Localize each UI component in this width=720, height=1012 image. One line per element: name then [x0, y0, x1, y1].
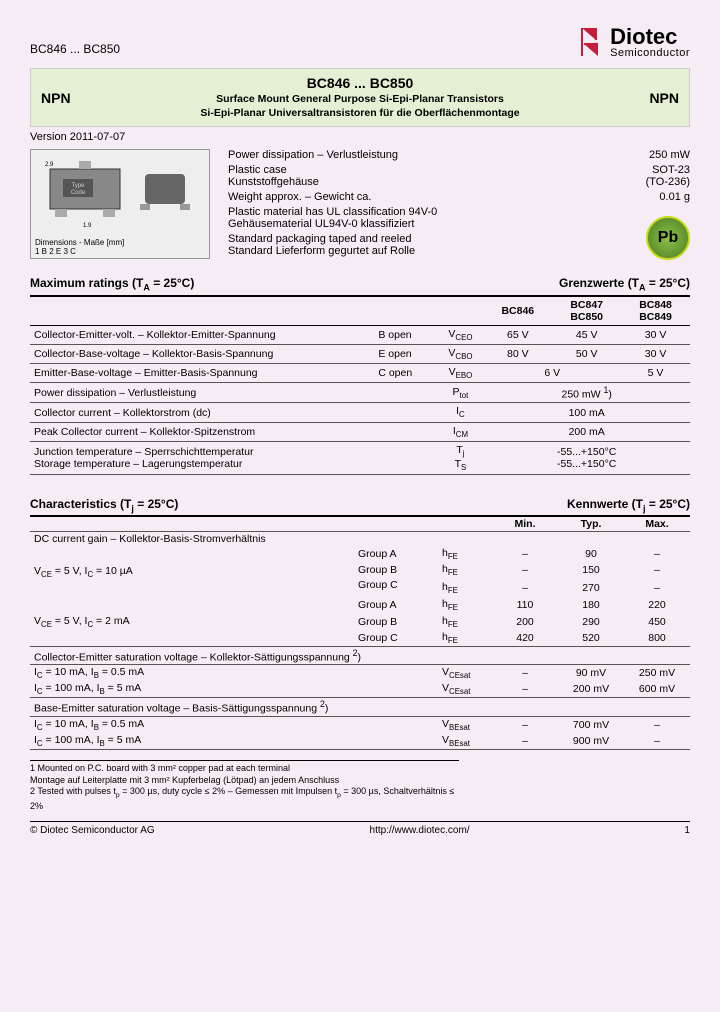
table-row: VCE = 5 V, IC = 2 mAGroup AhFE110180220 [30, 597, 690, 613]
col-bc847: BC847BC850 [552, 297, 621, 326]
dc-gain-label: DC current gain – Kollektor-Basis-Stromv… [30, 532, 690, 547]
table-row: IC = 100 mA, IB = 5 mAVCEsat–200 mV600 m… [30, 681, 690, 698]
footer-l: © Diotec Semiconductor AG [30, 825, 155, 836]
table-row: Peak Collector current – Kollektor-Spitz… [30, 422, 690, 441]
table-row: IC = 10 mA, IB = 0.5 mAVBEsat–700 mV– [30, 716, 690, 733]
ce-sat-label: Collector-Emitter saturation voltage – K… [30, 646, 690, 665]
footer-r: 1 [684, 825, 690, 836]
spec-row: Plastic caseKunststoffgehäuseSOT-23(TO-2… [228, 164, 690, 188]
col-bc848: BC848BC849 [621, 297, 690, 326]
table-row: Collector-Emitter-volt. – Kollektor-Emit… [30, 325, 690, 344]
spec-row: Standard packaging taped and reeledStand… [228, 233, 690, 257]
part-range: BC846 ... BC850 [30, 24, 120, 56]
char-table: Min. Typ. Max. DC current gain – Kollekt… [30, 517, 690, 750]
maxratings-title-l: Maximum ratings (TA = 25°C) [30, 276, 194, 292]
pins-label: 1 B 2 E 3 C [35, 247, 124, 256]
spec-row: Plastic material has UL classification 9… [228, 206, 690, 230]
logo: Diotec Semiconductor [576, 24, 690, 60]
spec-row: Power dissipation – Verlustleistung250 m… [228, 149, 690, 161]
table-row: IC = 10 mA, IB = 0.5 mAVCEsat–90 mV250 m… [30, 665, 690, 682]
version: Version 2011-07-07 [30, 131, 690, 143]
footer-c: http://www.diotec.com/ [370, 825, 470, 836]
char-title-r: Kennwerte (Tj = 25°C) [567, 497, 690, 513]
table-row: Emitter-Base-voltage – Emitter-Basis-Spa… [30, 363, 690, 382]
svg-text:2.9: 2.9 [45, 162, 54, 168]
table-row: IC = 100 mA, IB = 5 mAVBEsat–900 mV– [30, 733, 690, 750]
table-row: Collector-Base-voltage – Kollektor-Basis… [30, 344, 690, 363]
maxratings-title-r: Grenzwerte (TA = 25°C) [559, 276, 690, 292]
logo-sub: Semiconductor [610, 48, 690, 59]
dims-caption: Dimensions - Maße [mm] [35, 238, 124, 247]
svg-text:Code: Code [71, 190, 86, 196]
footer: © Diotec Semiconductor AG http://www.dio… [30, 821, 690, 836]
header-sub-de: Si-Epi-Planar Universaltransistoren für … [101, 107, 619, 121]
npn-left: NPN [41, 90, 101, 106]
info-specs: Power dissipation – Verlustleistung250 m… [228, 149, 690, 260]
svg-text:Type: Type [71, 183, 85, 189]
header-box: NPN BC846 ... BC850 Surface Mount Genera… [30, 68, 690, 127]
char-title-l: Characteristics (Tj = 25°C) [30, 497, 178, 513]
logo-main: Diotec [610, 26, 690, 48]
spec-row: Weight approx. – Gewicht ca.0.01 g [228, 191, 690, 203]
be-sat-label: Base-Emitter saturation voltage – Basis-… [30, 698, 690, 717]
table-row: Power dissipation – VerlustleistungPtot2… [30, 382, 690, 403]
col-bc846: BC846 [483, 297, 552, 326]
footnotes: 1 Mounted on P.C. board with 3 mm² coppe… [30, 760, 459, 813]
table-row: Collector current – Kollektorstrom (dc)I… [30, 403, 690, 422]
pb-badge: Pb [646, 216, 690, 260]
table-row: Junction temperature – Sperrschichttempe… [30, 441, 690, 474]
maxratings-table: BC846 BC847BC850 BC848BC849 Collector-Em… [30, 297, 690, 475]
npn-right: NPN [619, 90, 679, 106]
svg-text:1.9: 1.9 [83, 223, 92, 229]
package-drawing: Type Code 2.9 1.9 Dimensions - Maße [mm]… [30, 149, 210, 259]
table-row: VCE = 5 V, IC = 10 µAGroup AhFE–90– [30, 546, 690, 562]
header-title: BC846 ... BC850 [101, 75, 619, 91]
header-sub-en: Surface Mount General Purpose Si-Epi-Pla… [101, 93, 619, 107]
